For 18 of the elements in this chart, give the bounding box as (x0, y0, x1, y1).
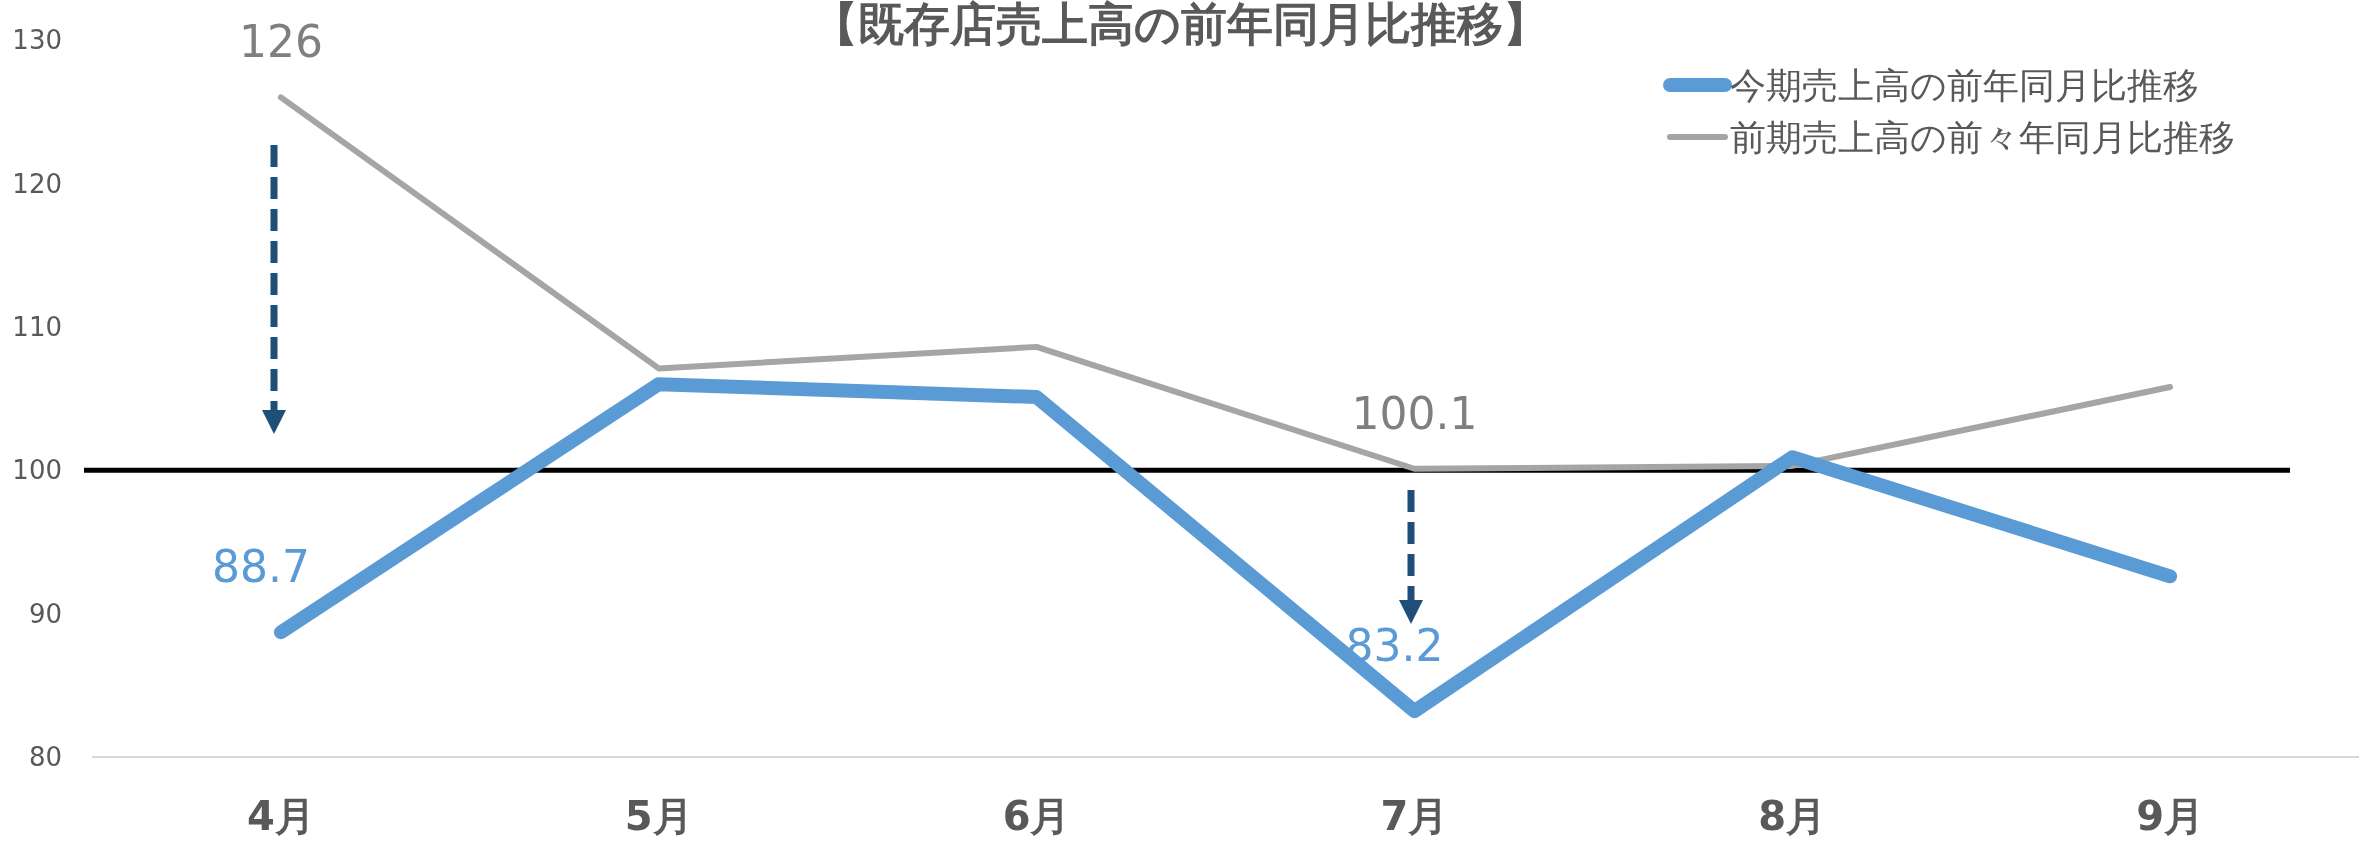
y-tick-label: 130 (12, 25, 62, 56)
data-label: 126 (238, 16, 323, 68)
x-tick-label: 8月 (1758, 793, 1827, 839)
y-tick-label: 110 (12, 311, 62, 342)
x-tick-label: 7月 (1380, 793, 1449, 839)
y-tick-label: 80 (28, 742, 62, 773)
y-tick-label: 100 (12, 455, 62, 486)
y-tick-label: 90 (28, 598, 62, 629)
x-tick-label: 5月 (624, 793, 693, 839)
data-label: 100.1 (1351, 387, 1478, 439)
y-tick-label: 120 (12, 168, 62, 199)
legend-label: 前期売上高の前々年同月比推移 (1730, 116, 2235, 158)
x-tick-label: 6月 (1002, 793, 1071, 839)
x-tick-label: 4月 (246, 793, 315, 839)
x-tick-label: 9月 (2136, 793, 2205, 839)
data-label: 88.7 (211, 541, 310, 593)
chart-title: 【既存店売上高の前年同月比推移】 (811, 0, 1549, 51)
legend-label: 今期売上高の前年同月比推移 (1730, 64, 2199, 106)
